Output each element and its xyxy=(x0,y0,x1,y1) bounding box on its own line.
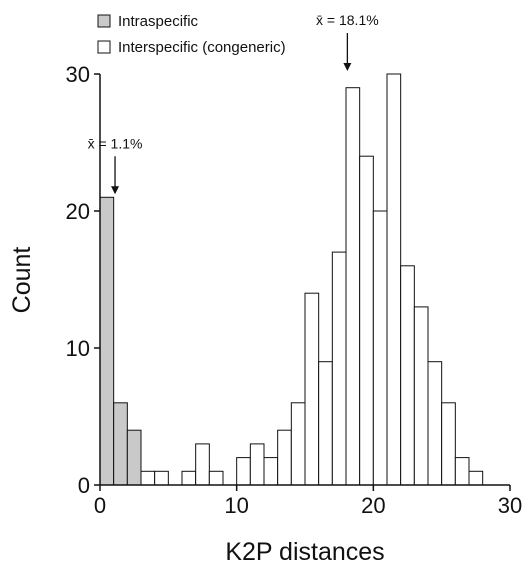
interspecific-bar xyxy=(400,265,415,486)
mean-arrow-head xyxy=(343,63,352,71)
interspecific-bar xyxy=(236,457,251,486)
x-tick-label: 10 xyxy=(224,493,248,518)
interspecific-bar xyxy=(454,457,470,486)
interspecific-bar xyxy=(263,457,279,486)
interspecific-bar xyxy=(386,73,402,486)
interspecific-bar xyxy=(331,251,347,486)
interspecific-bar xyxy=(427,361,443,486)
intraspecific-bars xyxy=(99,196,142,486)
legend-label-intraspecific: Intraspecific xyxy=(118,13,199,30)
interspecific-bar xyxy=(372,210,388,486)
interspecific-bar xyxy=(195,443,210,486)
legend-swatch-intraspecific xyxy=(97,14,111,28)
y-tick-label: 30 xyxy=(66,62,90,87)
intraspecific-bar xyxy=(113,402,128,486)
interspecific-bar xyxy=(208,470,224,486)
interspecific-bar xyxy=(345,87,361,486)
interspecific-bar xyxy=(154,470,169,486)
interspecific-bar xyxy=(468,470,484,486)
x-axis-title: K2P distances xyxy=(225,538,384,566)
interspecific-bar xyxy=(359,155,374,486)
mean-annotations: x̄ = 1.1% x̄ = 18.1% xyxy=(88,12,379,195)
interspecific-bar xyxy=(413,306,429,486)
interspecific-bar xyxy=(140,470,156,486)
y-axis-title: Count xyxy=(8,247,36,314)
interspecific-bar xyxy=(277,429,292,486)
mean-arrow-head xyxy=(111,186,120,195)
legend-label-interspecific: Interspecific (congeneric) xyxy=(118,39,286,56)
axes xyxy=(99,74,510,486)
interspecific-bar xyxy=(181,470,197,486)
mean-label: x̄ = 1.1% xyxy=(88,135,143,151)
legend: Intraspecific Interspecific (congeneric) xyxy=(97,13,286,56)
x-tick-label: 20 xyxy=(361,493,385,518)
mean-label: x̄ = 18.1% xyxy=(316,12,379,28)
interspecific-bar xyxy=(441,402,456,486)
axis-ticks: 0 10 20 30 0 10 20 30 xyxy=(66,62,523,518)
interspecific-bar xyxy=(304,292,320,486)
interspecific-bars xyxy=(140,73,484,486)
interspecific-bar xyxy=(318,361,333,486)
intraspecific-bar xyxy=(126,429,142,486)
y-tick-label: 10 xyxy=(66,336,90,361)
legend-swatch-interspecific xyxy=(97,40,111,54)
intraspecific-bar xyxy=(99,196,115,486)
interspecific-bar xyxy=(249,443,265,486)
interspecific-bar xyxy=(290,402,306,486)
x-tick-label: 30 xyxy=(498,493,522,518)
y-tick-label: 0 xyxy=(78,473,90,498)
y-tick-label: 20 xyxy=(66,199,90,224)
x-tick-label: 0 xyxy=(94,493,106,518)
